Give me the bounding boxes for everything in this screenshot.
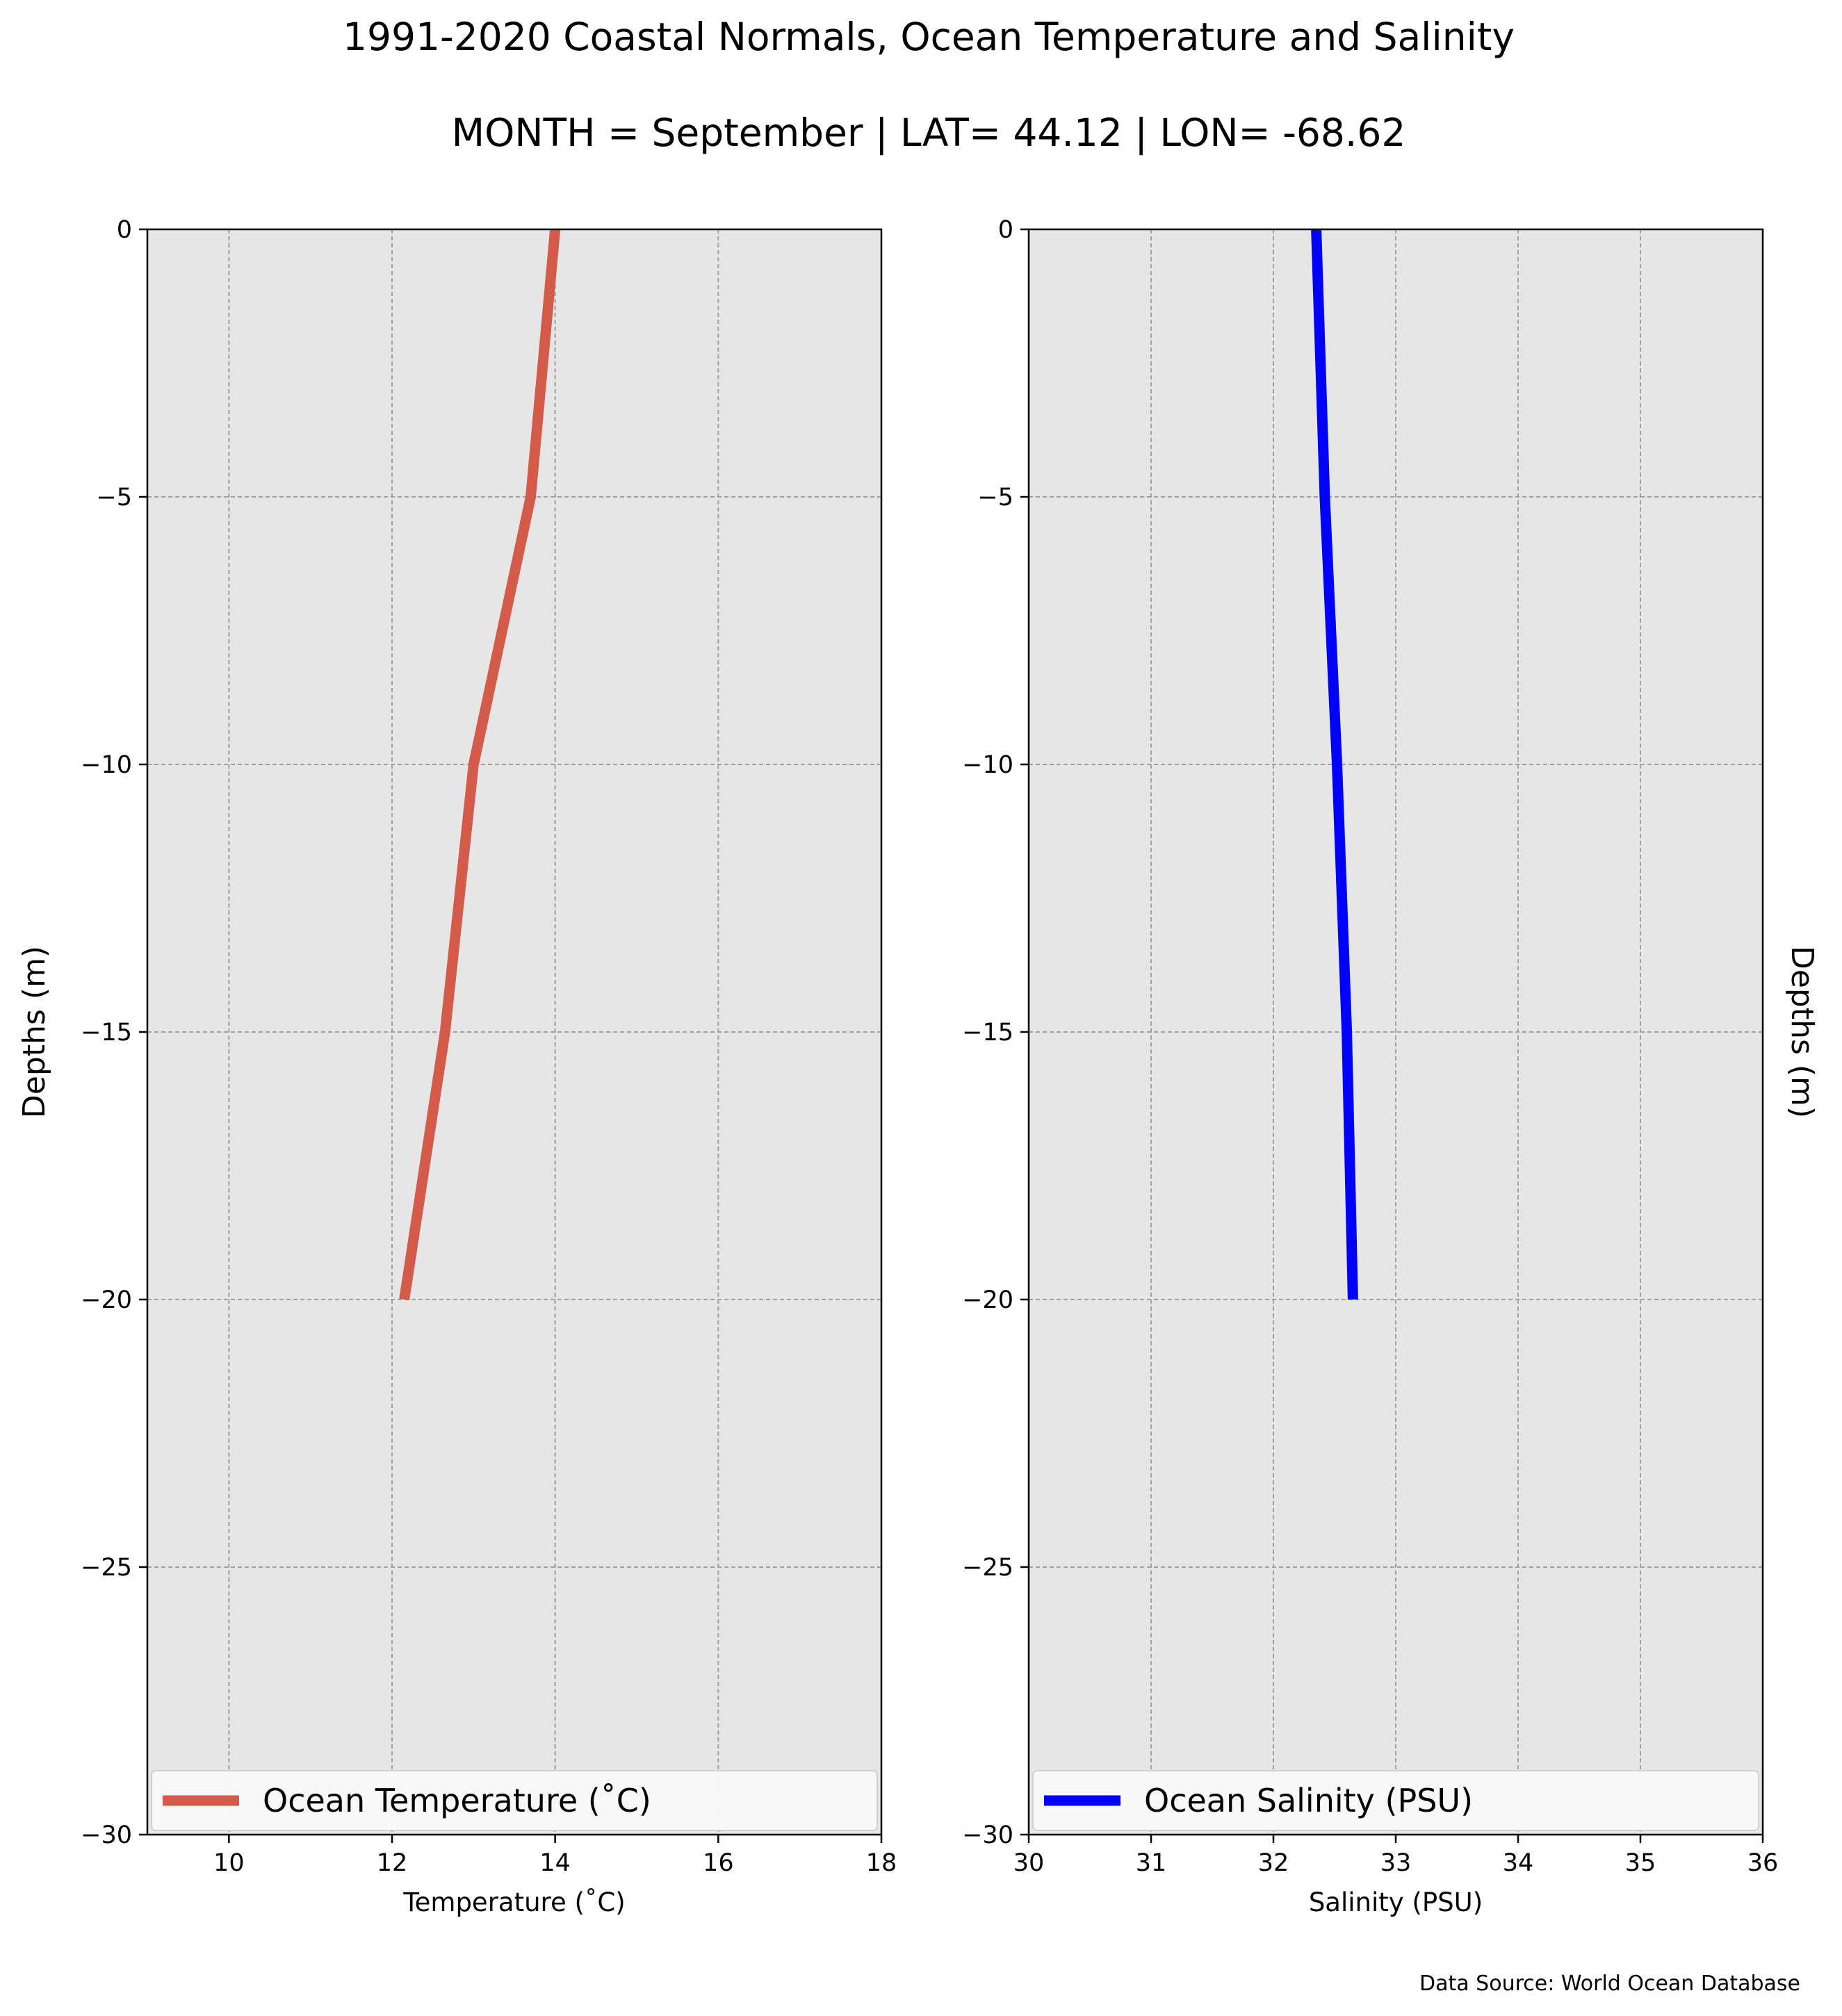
salinity-x-tick-label: 36	[1747, 1849, 1779, 1877]
temperature-x-axis-label: Temperature (˚C)	[402, 1887, 625, 1917]
temperature-y-tick-label: 0	[117, 216, 132, 244]
salinity-y-tick-label: −10	[962, 751, 1013, 779]
salinity-y-axis-label: Depths (m)	[1784, 946, 1820, 1118]
temperature-x-tick-label: 14	[539, 1849, 571, 1877]
salinity-legend-label: Ocean Salinity (PSU)	[1144, 1782, 1473, 1819]
salinity-x-tick-label: 33	[1380, 1849, 1412, 1877]
chart-subtitle: MONTH = September | LAT= 44.12 | LON= -6…	[452, 110, 1406, 156]
temperature-y-tick-label: −10	[81, 751, 132, 779]
temperature-y-axis-label: Depths (m)	[17, 946, 52, 1118]
salinity-y-tick-label: −5	[977, 484, 1013, 511]
salinity-y-tick-label: −15	[962, 1019, 1013, 1047]
temperature-y-tick-label: −20	[81, 1286, 132, 1314]
temperature-panel: Ocean Temperature (˚C) 10 12 14 16 18 0 −5 −10 −1…	[17, 216, 897, 1917]
salinity-y-tick-label: −20	[962, 1286, 1013, 1314]
salinity-y-tick-label: −30	[962, 1821, 1013, 1849]
salinity-legend-box	[1032, 1770, 1759, 1831]
salinity-y-tick-label: −25	[962, 1554, 1013, 1582]
temperature-legend-label: Ocean Temperature (˚C)	[263, 1782, 651, 1819]
temperature-x-tick-label: 10	[213, 1849, 245, 1877]
temperature-profile-line	[399, 229, 561, 1301]
salinity-x-tick-label: 32	[1258, 1849, 1289, 1877]
temperature-y-tick-label: −30	[81, 1821, 132, 1849]
salinity-x-tick-label: 31	[1136, 1849, 1167, 1877]
data-source-note: Data Source: World Ocean Database	[1419, 1972, 1800, 1996]
temperature-y-tick-label: −25	[81, 1554, 132, 1582]
salinity-panel: Ocean Salinity (PSU) 30 31 32 33 34 35 36 0 −5 −10…	[962, 216, 1820, 1917]
salinity-y-tick-label: 0	[998, 216, 1013, 244]
salinity-profile-line	[1311, 229, 1358, 1300]
temperature-legend-box	[151, 1770, 878, 1831]
salinity-x-axis-label: Salinity (PSU)	[1309, 1887, 1483, 1917]
temperature-x-tick-label: 18	[866, 1849, 897, 1877]
temperature-y-tick-label: −5	[96, 484, 132, 511]
temperature-x-tick-label: 12	[377, 1849, 408, 1877]
temperature-plot-area	[147, 229, 881, 1835]
salinity-x-tick-label: 30	[1013, 1849, 1045, 1877]
temperature-y-tick-label: −15	[81, 1019, 132, 1047]
salinity-x-tick-label: 34	[1503, 1849, 1534, 1877]
salinity-x-tick-label: 35	[1625, 1849, 1656, 1877]
chart-title: 1991-2020 Coastal Normals, Ocean Tempera…	[343, 15, 1515, 59]
temperature-x-tick-label: 16	[703, 1849, 734, 1877]
